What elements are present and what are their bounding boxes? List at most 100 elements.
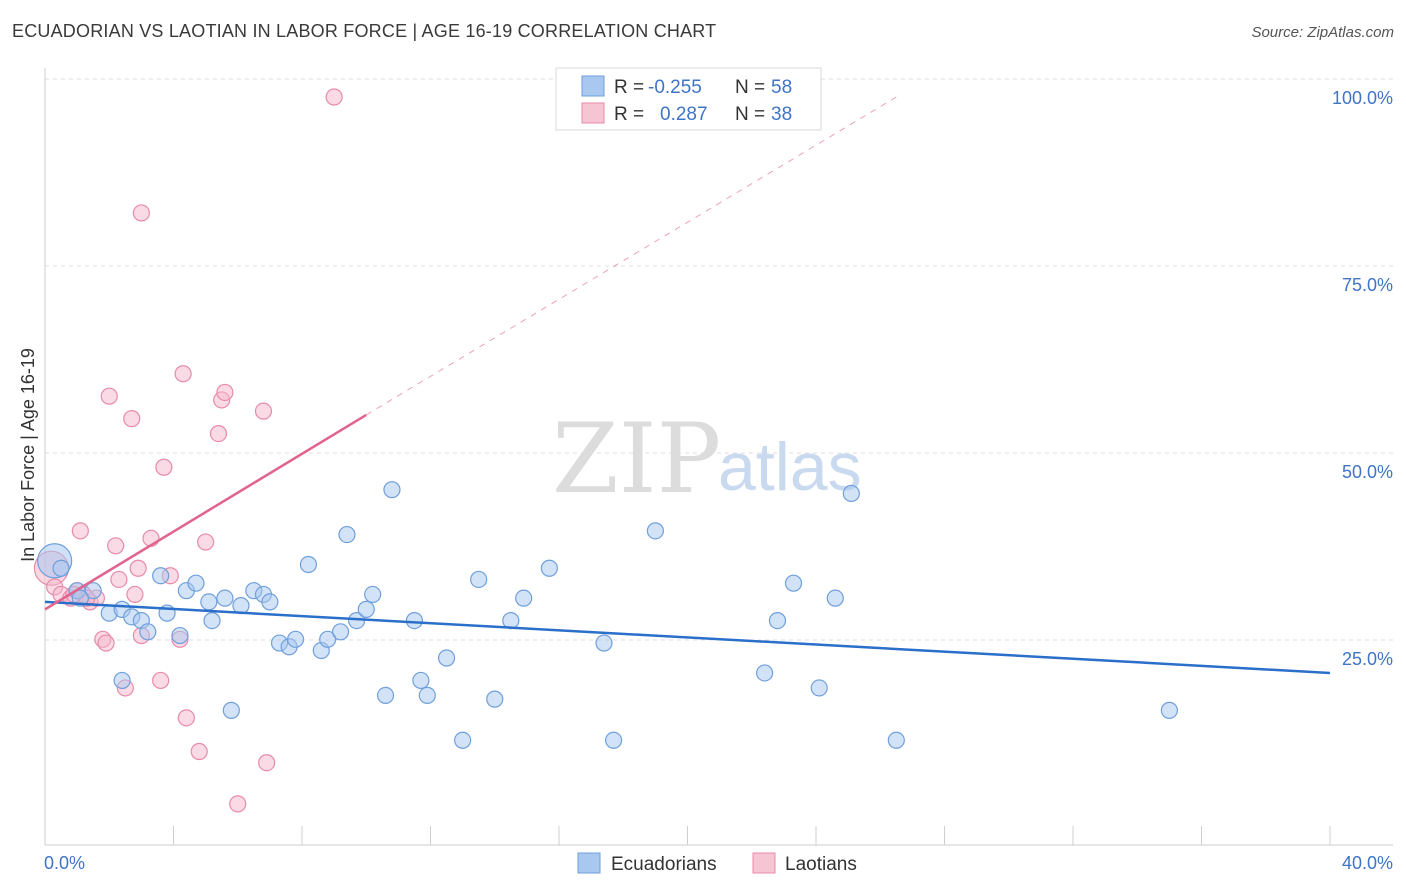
ecuadorians-point — [71, 589, 89, 607]
ecuadorians-point — [540, 559, 558, 577]
ecuadorians-point — [152, 567, 170, 585]
y-tick-labels: 25.0% 50.0% 75.0% 100.0% — [1332, 88, 1393, 669]
laotians-point — [110, 570, 128, 589]
x-tick-label-max: 40.0% — [1342, 853, 1393, 873]
laotians-point — [132, 204, 150, 222]
x-tick-label-min: 0.0% — [44, 853, 85, 873]
ecuadorians-point — [1160, 701, 1178, 719]
y-tick-label: 50.0% — [1342, 462, 1393, 482]
ecuadorians-point — [319, 630, 337, 648]
ecuadorians-point — [203, 611, 221, 630]
ecuadorians-point — [595, 634, 613, 652]
source-label: Source: ZipAtlas.com — [1251, 24, 1394, 41]
legend-n-value-1: 58 — [771, 77, 792, 98]
laotians-point — [209, 425, 228, 443]
ecuadorians-point — [418, 686, 436, 705]
laotians-point — [254, 402, 273, 420]
ecuadorians-point — [454, 731, 472, 749]
ecuadorians-trend-line — [44, 600, 1331, 675]
laotians-point — [197, 533, 215, 551]
axes — [44, 68, 1393, 846]
legend-bottom-laotians: Laotians — [785, 854, 857, 875]
legend-n-label-1: N = — [735, 77, 765, 98]
ecuadorians-point — [364, 585, 382, 604]
laotians-point — [216, 383, 234, 402]
laotians-trend-extension — [365, 96, 897, 416]
ecuadorians-point — [84, 582, 102, 600]
series-laotians-points — [33, 88, 343, 813]
laotians-point — [258, 754, 276, 772]
ecuadorians-point — [200, 593, 218, 611]
ecuadorians-point — [331, 623, 350, 641]
laotians-point — [126, 585, 144, 604]
laotians-trend-line — [44, 413, 367, 611]
laotians-point — [123, 410, 141, 428]
ecuadorians-point — [299, 555, 318, 574]
ecuadorians-point — [515, 589, 533, 607]
gridlines — [45, 78, 1393, 641]
laotians-point — [155, 458, 173, 476]
laotians-point — [229, 795, 247, 813]
legend-r-value-2: 0.287 — [660, 104, 708, 125]
ecuadorians-point — [768, 611, 787, 630]
ecuadorians-point — [486, 690, 504, 708]
ecuadorians-point — [222, 701, 240, 719]
ecuadorians-point — [216, 589, 234, 607]
laotians-point — [107, 537, 125, 555]
laotians-point — [177, 709, 195, 727]
ecuadorians-point — [470, 570, 488, 589]
stats-legend: R = -0.255 N = 58 R = 0.287 N = 38 — [555, 67, 822, 131]
laotians-point — [325, 88, 343, 106]
ecuadorians-point — [887, 731, 905, 749]
legend-swatch-blue — [581, 75, 605, 97]
laotians-point — [71, 522, 89, 540]
y-tick-label: 25.0% — [1342, 649, 1393, 669]
watermark-atlas: atlas — [718, 429, 862, 505]
laotians-point — [152, 671, 170, 690]
y-axis-title: In Labor Force | Age 16-19 — [18, 348, 38, 562]
ecuadorians-point — [261, 593, 279, 611]
laotians-point — [97, 634, 115, 652]
laotians-point — [129, 559, 147, 577]
ecuadorians-point — [171, 626, 189, 645]
legend-n-value-2: 38 — [771, 104, 792, 125]
legend-bottom-swatch-laotians — [752, 852, 776, 874]
legend-swatch-pink — [581, 102, 605, 124]
chart-title: ECUADORIAN VS LAOTIAN IN LABOR FORCE | A… — [12, 21, 717, 41]
legend-r-label-1: R = — [614, 77, 644, 98]
ecuadorians-point — [755, 664, 774, 682]
ecuadorians-point — [826, 589, 844, 607]
legend-r-label-2: R = — [614, 104, 644, 125]
series-ecuadorians-points — [37, 481, 1178, 749]
legend-n-label-2: N = — [735, 104, 765, 125]
ecuadorians-point — [842, 484, 860, 503]
laotians-point — [190, 742, 208, 761]
legend-r-value-1: -0.255 — [648, 77, 702, 98]
ecuadorians-point — [405, 611, 424, 630]
legend-bottom-swatch-ecuadorians — [577, 852, 601, 874]
ecuadorians-point — [412, 671, 430, 690]
ecuadorians-point — [383, 481, 401, 499]
y-tick-label: 75.0% — [1342, 275, 1393, 295]
ecuadorians-point — [338, 525, 356, 544]
ecuadorians-point — [376, 686, 395, 705]
legend-bottom-ecuadorians: Ecuadorians — [611, 854, 717, 875]
ecuadorians-point — [810, 679, 828, 697]
ecuadorians-point — [113, 671, 131, 690]
ecuadorians-point — [139, 623, 157, 641]
ecuadorians-point — [646, 522, 664, 540]
ecuadorians-point — [357, 600, 375, 618]
ecuadorians-point — [784, 574, 803, 592]
series-legend: Ecuadorians Laotians — [577, 852, 857, 875]
watermark-zip: ZIP — [552, 403, 721, 515]
laotians-point — [100, 387, 118, 405]
ecuadorians-point — [605, 731, 623, 749]
y-tick-label: 100.0% — [1332, 88, 1393, 108]
ecuadorians-point — [286, 630, 305, 648]
trend-lines — [44, 96, 1331, 675]
laotians-point — [174, 365, 192, 383]
ecuadorians-point — [187, 574, 205, 592]
ecuadorians-point — [437, 649, 456, 667]
ecuadorians-point — [52, 559, 70, 577]
